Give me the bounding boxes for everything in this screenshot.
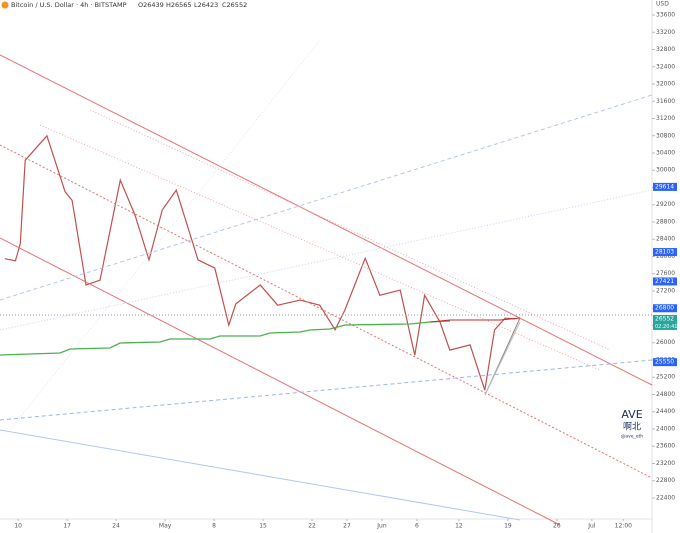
x-tick-label: 12 bbox=[455, 523, 463, 530]
x-tick-label: 15 bbox=[259, 523, 267, 530]
y-tick-label: 28400 bbox=[656, 236, 675, 243]
ohlc-open: O26439 bbox=[138, 1, 164, 9]
watermark-logo: AVE bbox=[621, 408, 642, 421]
x-tick-label: 19 bbox=[504, 523, 512, 530]
y-tick-label: 30800 bbox=[656, 132, 675, 139]
y-tick-label: 29200 bbox=[656, 201, 675, 208]
price-tag bbox=[653, 358, 677, 367]
y-tick-label: 24400 bbox=[656, 408, 675, 415]
trend-line bbox=[0, 94, 653, 301]
y-tick-label: 32400 bbox=[656, 63, 675, 70]
ohlc-low: L26423 bbox=[194, 1, 218, 9]
trend-line bbox=[0, 429, 521, 521]
y-tick-label: 33200 bbox=[656, 29, 675, 36]
coin-icon bbox=[1, 1, 9, 9]
price-tag-label: 26552 bbox=[655, 315, 674, 322]
indicator-line bbox=[0, 320, 451, 356]
price-tag bbox=[653, 248, 677, 257]
y-tick-label: 23600 bbox=[656, 443, 675, 450]
x-tick-label: 22 bbox=[308, 523, 316, 530]
plot bbox=[4, 134, 515, 391]
header: Bitcoin / U.S. Dollar · 4h · BITSTAMP O2… bbox=[1, 1, 669, 9]
trend-line bbox=[9, 39, 321, 431]
price-tag bbox=[653, 314, 677, 323]
y-tick-label: 32000 bbox=[656, 81, 675, 88]
y-tick-label: 28800 bbox=[656, 218, 675, 225]
symbol-title: Bitcoin / U.S. Dollar · 4h · BITSTAMP bbox=[11, 1, 127, 9]
y-tick-label: 25200 bbox=[656, 374, 675, 381]
x-tick-label: 26 bbox=[553, 523, 561, 530]
x-tick-label: Jul bbox=[587, 523, 596, 530]
x-tick-label: Jun bbox=[376, 523, 387, 530]
watermark-name: 啊北 bbox=[623, 422, 641, 433]
countdown-tag bbox=[653, 322, 677, 330]
y-tick-label: 24000 bbox=[656, 425, 675, 432]
y-tick-label: 27600 bbox=[656, 270, 675, 277]
price-line bbox=[4, 134, 515, 391]
price-tag-label: 26800 bbox=[655, 305, 674, 312]
x-tick-label: 12:00 bbox=[615, 523, 632, 530]
watermark-handle: @ave_eth bbox=[621, 434, 643, 440]
y-tick-label: 22400 bbox=[656, 494, 675, 501]
y-tick-label: 30400 bbox=[656, 150, 675, 157]
price-tag bbox=[653, 277, 677, 286]
y-tick-label: 26000 bbox=[656, 339, 675, 346]
watermark: AVE 啊北 @ave_eth bbox=[621, 408, 643, 440]
y-tick-label: 32800 bbox=[656, 46, 675, 53]
x-tick-label: 24 bbox=[112, 523, 120, 530]
x-tick-label: May bbox=[159, 523, 172, 530]
x-tick-label: 6 bbox=[415, 523, 419, 530]
indicator-line bbox=[429, 317, 521, 323]
price-tag-label: 27421 bbox=[655, 278, 674, 285]
y-tick-label: 31600 bbox=[656, 98, 675, 105]
drawings bbox=[0, 39, 653, 526]
y-tick-label: 33600 bbox=[656, 12, 675, 19]
x-tick-label: 8 bbox=[212, 523, 216, 530]
y-tick-label: 30000 bbox=[656, 167, 675, 174]
wedge-line bbox=[484, 321, 521, 396]
ohlc-high: H26565 bbox=[166, 1, 192, 9]
x-tick-label: 10 bbox=[14, 523, 22, 530]
price-tag-label: 28103 bbox=[655, 249, 674, 256]
channel-line bbox=[0, 54, 653, 386]
currency: USD bbox=[656, 1, 669, 8]
y-tick-label: 31200 bbox=[656, 115, 675, 122]
ohlc-close: C26552 bbox=[222, 1, 247, 9]
y-tick-label: 27200 bbox=[656, 287, 675, 294]
y-tick-label: 22800 bbox=[656, 477, 675, 484]
x-tick-label: 27 bbox=[343, 523, 351, 530]
countdown: 02:20:41 bbox=[655, 324, 677, 330]
channel-line bbox=[89, 109, 611, 351]
price-tag bbox=[653, 182, 677, 191]
trend-line bbox=[0, 189, 653, 331]
price-tag-label: 25550 bbox=[655, 359, 674, 366]
price-tag-label: 29614 bbox=[655, 183, 674, 190]
y-tick-label: 23200 bbox=[656, 460, 675, 467]
price-tag bbox=[653, 304, 677, 313]
y-tick-label: 28000 bbox=[656, 253, 675, 260]
y-tick-label: 24800 bbox=[656, 391, 675, 398]
channel-line bbox=[0, 237, 561, 526]
x-tick-label: 17 bbox=[63, 523, 71, 530]
